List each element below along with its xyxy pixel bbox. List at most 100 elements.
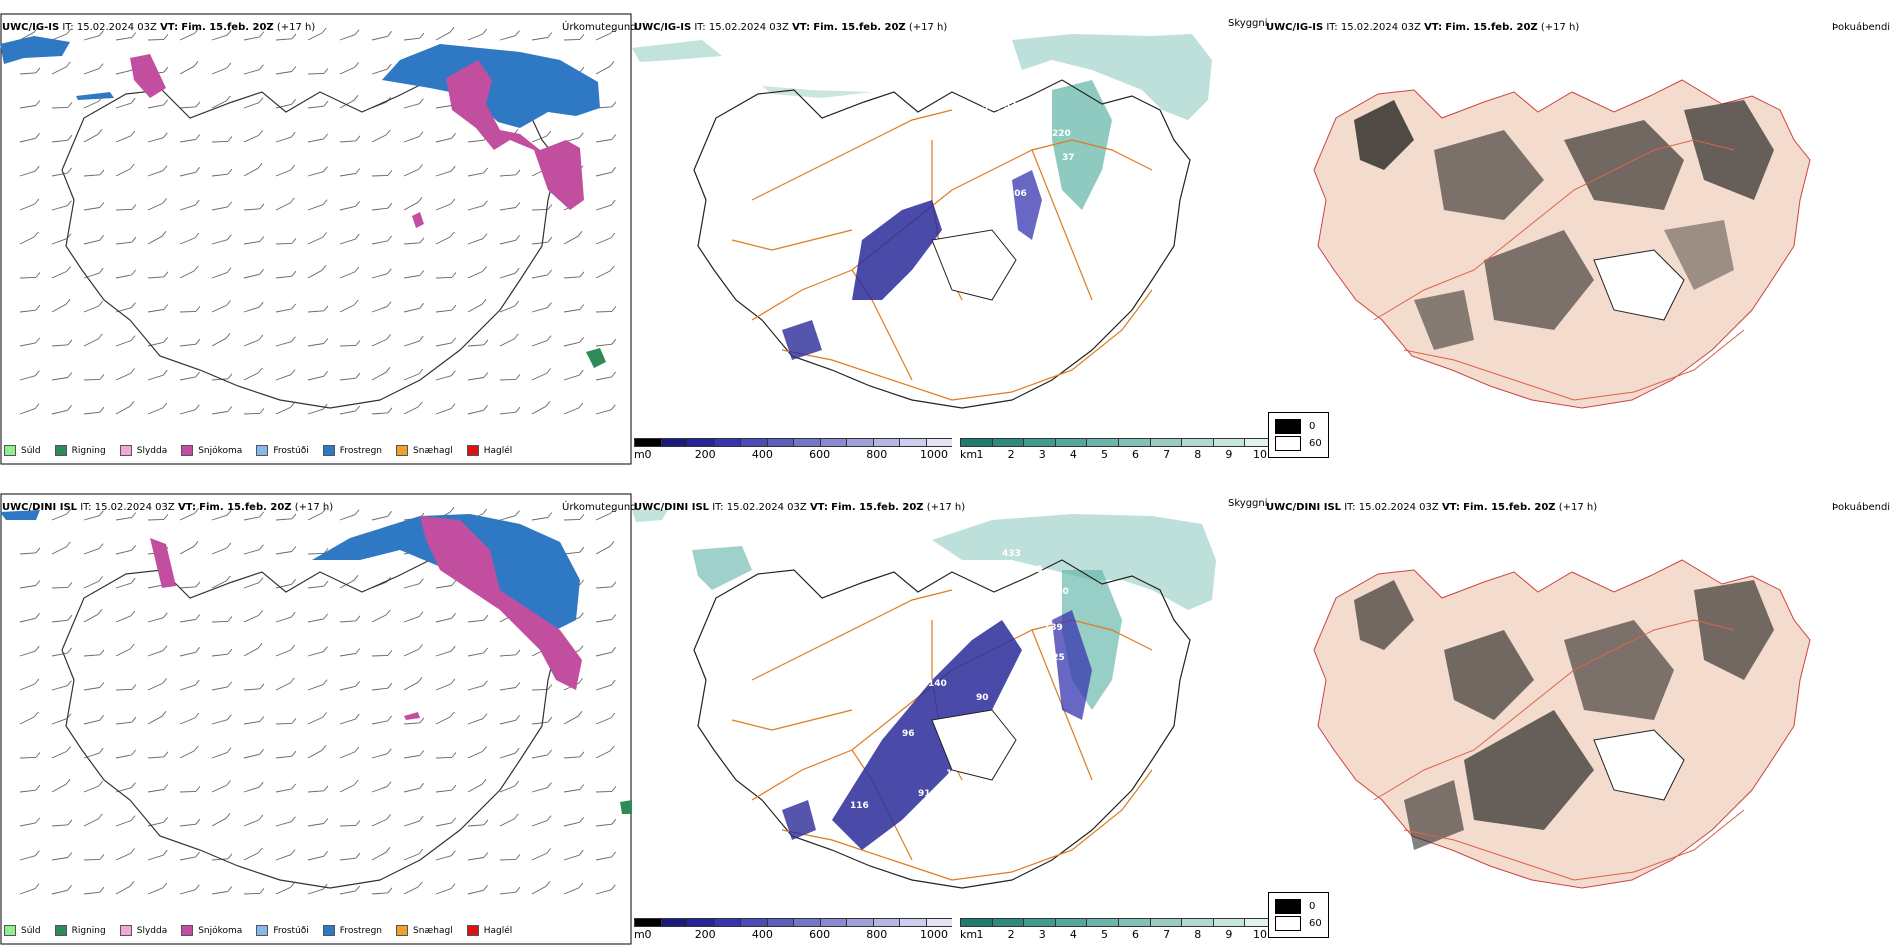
wind-barb [243,688,261,691]
wind-barb-flag [225,575,231,582]
wind-barb-flag [131,204,137,210]
wind-barb-flag [449,27,455,33]
wind-barb-flag [515,715,520,721]
wind-barb [499,239,516,245]
wind-barb [403,681,419,691]
precip-legend-label: Rigning [71,445,106,456]
wind-barb [243,647,259,657]
fog-index-map-2 [1313,559,1811,889]
colorbar-unit: km [960,928,978,941]
wind-barb-flag [195,884,200,890]
wind-barb [563,309,580,313]
wind-barb [531,885,547,895]
wind-barb [371,371,387,381]
wind-barb [115,549,132,555]
colorbar-segment [1149,918,1182,927]
wind-barb [371,720,388,725]
wind-barb [403,136,420,143]
wind-barb [435,650,452,657]
wind-barb-flag [35,850,40,856]
colorbar-tick: 1 [976,928,984,941]
wind-barb [435,31,451,41]
fog-legend-item-0: 0 [1275,899,1322,914]
wind-barb [467,619,484,623]
wind-barb-flag [545,401,551,407]
wind-barb [435,617,452,623]
wind-barb [499,891,516,895]
wind-barb-flag [546,368,551,374]
visibility-value-label: 220 [1052,129,1071,139]
wind-barb-flag [195,306,201,312]
vt-value: Fim. 15.feb. 20Z [199,502,292,513]
wind-barb [19,72,37,75]
wind-barb [499,687,516,691]
wind-barb [595,270,611,279]
wind-barb-flag [131,545,136,551]
wind-barb-flag [353,95,359,101]
colorbar-segment [1149,438,1182,447]
wind-barb-flag [99,715,104,721]
precip-type-header: UWC/IG-IS IT: 15.02.2024 03Z VT: Fim. 15… [2,22,315,33]
wind-barb-flag [322,712,327,718]
colorbar-tick: 1000 [920,928,948,941]
wind-barb-flag [611,647,616,653]
fog-label-0: 0 [1309,421,1316,432]
wind-barb [83,239,100,245]
precip-legend-item: Frostregn [322,445,382,456]
wind-barb-flag [193,541,199,547]
wind-barb [147,137,164,143]
wind-barb-flag [547,684,553,690]
wind-barb-flag [611,167,616,173]
wind-barb-flag [483,885,488,891]
precip-legend-item: Slydda [119,925,167,936]
wind-barb-flag [225,95,231,102]
wind-barb [595,790,613,793]
model-name: UWC/DINI ISL [1266,502,1342,513]
wind-barb-flag [99,235,104,241]
it-value: 15.02.2024 03Z [76,22,157,33]
wind-barb-flag [163,304,169,310]
visibility-value-label: 765 [988,567,1007,577]
colorbar-segment [1117,918,1150,927]
wind-barb-flag [34,198,40,205]
wind-barb [179,790,197,793]
wind-barb-flag [163,817,168,823]
wind-barb-flag [227,168,233,175]
wind-barb-flag [163,612,168,618]
wind-barb-flag [323,305,329,312]
wind-barb-flag [450,678,456,685]
wind-barb-flag [355,681,360,687]
wind-barb-flag [98,780,104,787]
wind-barb [435,888,452,895]
wind-barb [275,308,292,313]
wind-barb-flag [99,886,105,893]
wind-barb [467,783,483,793]
wind-barb [371,134,387,143]
wind-barb-flag [130,130,136,137]
freezing-rain-nw [0,510,40,520]
wind-barb [499,272,516,279]
wind-barb [307,716,323,725]
low-vis-teal-ne [932,514,1216,610]
wind-barb-flag [290,369,296,375]
wind-barb-flag [227,714,232,720]
wind-barb [275,616,292,623]
wind-barb [339,99,355,109]
wind-barb-flag [97,333,103,340]
wind-barb [371,515,388,521]
wind-barb-flag [578,849,584,856]
wind-barb [19,375,36,381]
iceland-outline [61,79,559,409]
wind-barb-flag [291,99,296,105]
wind-barb-flag [98,267,104,274]
wind-barb [51,106,69,109]
fog-label-1: 60 [1309,918,1322,929]
colorbar-tick: 1 [976,448,984,461]
wind-barb [595,651,612,657]
wind-barb [211,206,228,211]
wind-barb-flag [67,405,72,411]
wind-barb [115,582,132,589]
wind-barb-flag [66,266,71,272]
visibility-value-label: 90 [976,693,989,703]
wind-barb-flag [291,579,296,585]
